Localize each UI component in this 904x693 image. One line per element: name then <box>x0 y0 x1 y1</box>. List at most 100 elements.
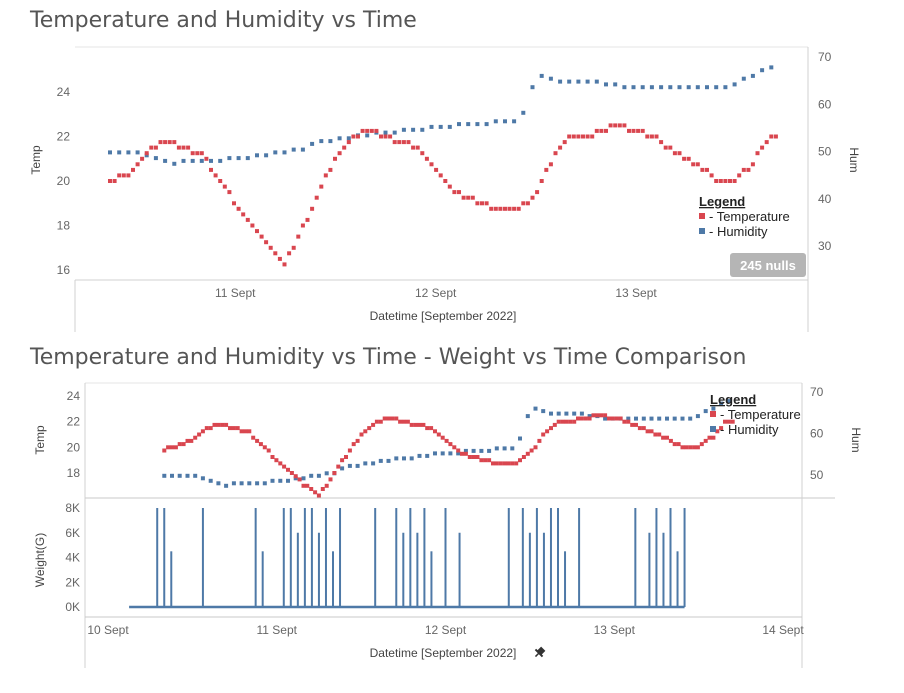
chart1-temperature-series-point <box>305 217 310 222</box>
chart2-temperature-series-point <box>340 458 345 463</box>
chart2-humidity-series-point <box>564 411 569 416</box>
chart1-temperature-series-point <box>746 167 751 172</box>
chart1-temperature-series-point <box>755 151 760 156</box>
chart1-temperature-series-point <box>356 134 360 139</box>
chart1-temperature-series-point <box>718 179 723 183</box>
chart1-temperature-series-point <box>227 190 232 195</box>
chart1-temperature-series-point <box>732 179 737 183</box>
chart2-humidity-series-point <box>471 448 476 453</box>
chart1-temperature-series-point <box>672 151 677 156</box>
chart2-temperature-series-point <box>614 416 619 421</box>
chart1-temperature-series-point <box>131 167 135 172</box>
chart2-humidity-series-point <box>579 411 584 416</box>
chart2-temperature-series-point <box>684 445 689 450</box>
chart1-temperature-series-point <box>337 151 342 156</box>
chart2-temperature-series-point <box>695 445 700 450</box>
chart1-humidity-series-point <box>163 158 168 163</box>
chart2-temperature-series-point <box>591 413 596 418</box>
chart3-ytick: 8K <box>65 501 80 515</box>
chart1-humidity-series-point <box>769 65 774 70</box>
chart1-legend-swatch <box>699 213 705 219</box>
nulls-badge <box>730 253 806 277</box>
chart2-temperature-series-point <box>282 464 287 469</box>
chart2-temperature-series-point <box>494 461 499 466</box>
chart2-humidity-series-point <box>494 446 499 451</box>
nulls-badge-label: 245 nulls <box>740 258 796 273</box>
chart2-temperature-series-point <box>336 464 341 469</box>
chart1-temperature-series-point <box>300 223 305 228</box>
chart3-ytick: 2K <box>65 575 80 589</box>
chart2-temperature-series-point <box>181 442 186 447</box>
chart2-temperature-series-point <box>347 448 352 453</box>
chart1-humidity-series-point <box>750 73 755 78</box>
chart2-humidity-series-point <box>309 473 314 478</box>
chart2-humidity-series-point <box>634 416 638 421</box>
chart2-humidity-series-point <box>541 409 546 414</box>
chart1-humidity-series-point <box>613 82 618 87</box>
chart2-temperature-series-point <box>730 419 735 424</box>
chart1-temperature-series-point <box>195 151 200 156</box>
chart1-temperature-series-point <box>241 212 246 217</box>
chart1-temperature-series-point <box>351 134 356 139</box>
chart1-temperature-series-point <box>567 134 572 139</box>
chart1-temperature-series-point <box>769 134 774 139</box>
chart1-temperature-series-point <box>691 162 696 167</box>
chart2-temperature-series-point <box>715 429 720 434</box>
chart1-humidity-series-point <box>135 150 140 155</box>
chart1-humidity-series-point <box>117 150 122 155</box>
chart1-temperature-series-point <box>700 167 705 172</box>
chart1-temperature-series-point <box>259 234 264 239</box>
chart2-humidity-series-point <box>231 481 236 486</box>
chart2-temperature-series-point <box>425 426 430 431</box>
chart1-temperature-series-point <box>443 179 448 183</box>
chart1-humidity-series-point <box>677 85 682 90</box>
chart2-temperature-series-point <box>440 435 445 440</box>
chart2-temperature-series-point <box>405 419 410 424</box>
chart2-temperature-series-point <box>220 422 225 427</box>
chart1-temperature-series-point <box>287 251 292 256</box>
chart2-humidity-series-point <box>185 473 190 478</box>
chart2-temperature-series-point <box>564 419 569 424</box>
chart1-humidity-series-point <box>273 150 278 155</box>
chart1-temperature-series-point <box>186 145 191 150</box>
chart1-humidity-series-point <box>209 158 213 163</box>
chart1-temperature-series-point <box>631 128 636 133</box>
chart2-temperature-series-point <box>626 419 631 424</box>
chart2-temperature-series-point <box>521 455 526 459</box>
chart1-humidity-series-point <box>255 153 259 158</box>
chart1-temperature-series-point <box>346 140 351 145</box>
chart2-temperature-series-point <box>723 419 727 424</box>
chart1-temperature-series-point <box>627 128 631 133</box>
chart2-humidity-series-point <box>549 411 553 416</box>
chart1-humidity-series-point <box>328 139 333 144</box>
chart3-xtick: 11 Sept <box>257 623 298 637</box>
chart1-temperature-series-point <box>310 206 315 211</box>
chart2-humidity-series-point <box>278 478 283 483</box>
chart2-temperature-series-point <box>429 426 434 431</box>
chart1-temperature-series-point <box>604 128 608 133</box>
chart2-temperature-series-point <box>274 458 279 463</box>
chart1-humidity-series-point <box>420 127 425 132</box>
chart1-xtick: 13 Sept <box>615 286 657 300</box>
chart1-temperature-series-point <box>594 128 599 133</box>
chart1-humidity-series-point <box>604 82 608 87</box>
chart2-temperature-series-point <box>579 416 584 421</box>
chart1-humidity-series-point <box>695 85 700 90</box>
chart2-humidity-series-point <box>680 416 685 421</box>
chart1-humidity-series-point <box>438 124 443 129</box>
chart1-temperature-series-point <box>507 206 512 211</box>
chart2-temperature-series-point <box>657 432 662 437</box>
chart1-temperature-series-point <box>571 134 576 139</box>
chart2-temperature-series-point <box>297 477 302 482</box>
chart2-temperature-series-point <box>525 451 530 456</box>
chart2-temperature-series-point <box>665 435 669 440</box>
chart1-humidity-series-point <box>548 76 553 81</box>
chart1-temperature-series-point <box>539 179 544 183</box>
chart2-temperature-series-point <box>452 445 457 450</box>
chart2-temperature-series-point <box>587 416 592 421</box>
chart-title-2: Temperature and Humidity vs Time - Weigh… <box>30 345 747 370</box>
chart2-temperature-series-point <box>231 426 236 431</box>
chart1-temperature-series-point <box>397 140 402 145</box>
chart2-temperature-series-point <box>371 422 376 427</box>
chart2-humidity-series-point <box>262 481 267 486</box>
